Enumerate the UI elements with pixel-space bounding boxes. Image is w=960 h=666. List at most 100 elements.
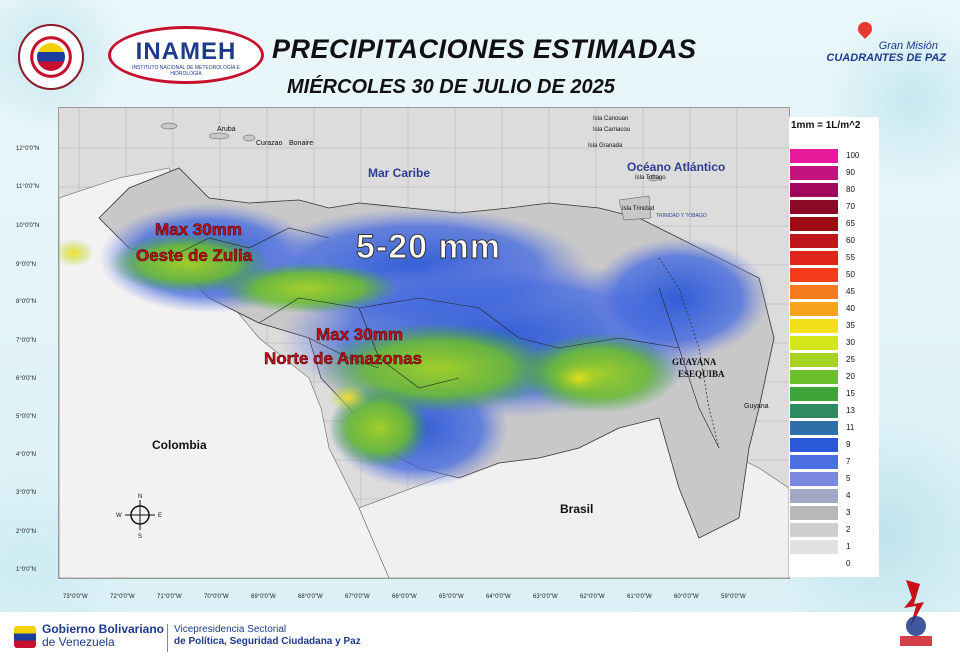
legend-swatch (789, 556, 839, 572)
gobierno-logo: Gobierno Bolivariano de Venezuela (42, 623, 164, 649)
lon-tick: 61°0'0"W (627, 594, 652, 600)
compass-w: W (116, 513, 122, 519)
lon-tick: 65°0'0"W (439, 594, 464, 600)
legend-value: 3 (846, 508, 851, 517)
legend-value: 0 (846, 559, 851, 568)
compass-svg: N S E W (116, 494, 162, 540)
lat-tick: 2°0'0"N (16, 529, 37, 535)
inameh-logo: INAMEH INSTITUTO NACIONAL DE METEOROLOGÍ… (108, 26, 264, 84)
lon-tick: 73°0'0"W (63, 594, 88, 600)
lat-tick: 1°0'0"N (16, 567, 37, 573)
legend-value: 35 (846, 321, 855, 330)
legend-swatch (789, 250, 839, 266)
gobierno-line1: Gobierno Bolivariano (42, 622, 165, 636)
legend-swatch (789, 539, 839, 555)
legend-value: 70 (846, 202, 855, 211)
footer: Gobierno Bolivariano de Venezuela Vicepr… (0, 612, 960, 666)
legend-swatch (789, 505, 839, 521)
esequibo-border (658, 257, 720, 449)
legend-swatch (789, 233, 839, 249)
lat-tick: 8°0'0"N (16, 299, 37, 305)
legend-swatch (789, 301, 839, 317)
legend-swatch (789, 267, 839, 283)
gran-mision-logo: Gran Misión CUADRANTES DE PAZ (808, 19, 950, 78)
inameh-logo-text: INAMEH (135, 38, 237, 65)
compass-e: E (158, 513, 162, 519)
legend-swatch (789, 437, 839, 453)
legend-swatch (789, 182, 839, 198)
annotation-range-main: 5-20 mm (356, 228, 501, 267)
compass-n: N (138, 494, 142, 500)
lat-tick: 4°0'0"N (16, 452, 37, 458)
lon-tick: 63°0'0"W (533, 594, 558, 600)
annotation-amazonas-line2: Norte de Amazonas (264, 349, 423, 369)
lat-tick: 9°0'0"N (16, 262, 37, 268)
gobierno-line2: de Venezuela (42, 635, 115, 649)
precipitation-legend: 1mm = 1L/m^2 100 90 80 70 65 60 55 50 45 40 35 30 25… (789, 117, 879, 577)
legend-value: 13 (846, 406, 855, 415)
precip-yellow-east (554, 363, 604, 393)
colombia-label: Colombia (152, 438, 207, 452)
precip-yellow-west (59, 239, 94, 267)
footer-divider (167, 624, 168, 652)
precip-blue-east (589, 238, 769, 358)
legend-swatch (789, 420, 839, 436)
gran-mision-line1: Gran Misión (878, 40, 938, 52)
precipitation-map (58, 107, 790, 579)
guayana-label: GUAYANA (672, 357, 717, 367)
legend-value: 7 (846, 457, 851, 466)
legend-swatch (789, 488, 839, 504)
compass-rose-icon: N S E W (112, 490, 168, 540)
gran-mision-line2: CUADRANTES DE PAZ (826, 52, 946, 64)
legend-value: 40 (846, 304, 855, 313)
lat-tick: 7°0'0"N (16, 338, 37, 344)
lon-tick: 70°0'0"W (204, 594, 229, 600)
legend-value: 1 (846, 542, 851, 551)
trinidad-island (618, 195, 652, 221)
legend-swatch (789, 471, 839, 487)
lon-tick: 72°0'0"W (110, 594, 135, 600)
legend-value: 5 (846, 474, 851, 483)
gobierno-flag-icon (14, 626, 36, 648)
legend-swatch (789, 454, 839, 470)
lon-tick: 66°0'0"W (392, 594, 417, 600)
map-canvas (59, 108, 789, 578)
annotation-amazonas-line1: Max 30mm (316, 325, 403, 345)
legend-swatch (789, 335, 839, 351)
lon-tick: 59°0'0"W (721, 594, 746, 600)
vicepresidencia-logo: Vicepresidencia Sectorial de Política, S… (174, 624, 361, 648)
legend-swatch (789, 352, 839, 368)
legend-swatch (789, 369, 839, 385)
annotation-zulia-line2: Oeste de Zulia (136, 246, 253, 266)
aruba-label: Aruba (217, 126, 236, 133)
inameh-logo-subtext: INSTITUTO NACIONAL DE METEOROLOGÍA E HID… (132, 65, 240, 77)
lat-tick: 6°0'0"N (16, 376, 37, 382)
lon-tick: 69°0'0"W (251, 594, 276, 600)
bonaire-island (242, 134, 256, 142)
page-subtitle: MIÉRCOLES 30 DE JULIO DE 2025 (287, 76, 615, 98)
legend-value: 45 (846, 287, 855, 296)
lon-tick: 60°0'0"W (674, 594, 699, 600)
tobago-label: Isla Tobago (635, 175, 666, 181)
legend-swatch (789, 522, 839, 538)
curazao-label: Curazao (256, 140, 283, 147)
canouan-label: Isla Canouan (593, 116, 629, 122)
legend-swatch (789, 403, 839, 419)
legend-value: 80 (846, 185, 855, 194)
venezuela-flag-icon (37, 43, 65, 71)
bicentennial-emblem-logo (894, 578, 938, 650)
legend-value: 9 (846, 440, 851, 449)
tobago-island (647, 174, 661, 182)
carriacou-label: Isla Carriacou (593, 127, 631, 133)
lon-tick: 64°0'0"W (486, 594, 511, 600)
lon-tick: 62°0'0"W (580, 594, 605, 600)
legend-value: 4 (846, 491, 851, 500)
legend-swatch (789, 148, 839, 164)
trinidad-tobago-label: TRINIDAD Y TOBAGO (656, 213, 707, 219)
legend-value: 30 (846, 338, 855, 347)
legend-swatch (789, 318, 839, 334)
lat-tick: 5°0'0"N (16, 414, 37, 420)
legend-title: 1mm = 1L/m^2 (791, 120, 861, 131)
legend-value: 65 (846, 219, 855, 228)
lat-tick: 3°0'0"N (16, 490, 37, 496)
